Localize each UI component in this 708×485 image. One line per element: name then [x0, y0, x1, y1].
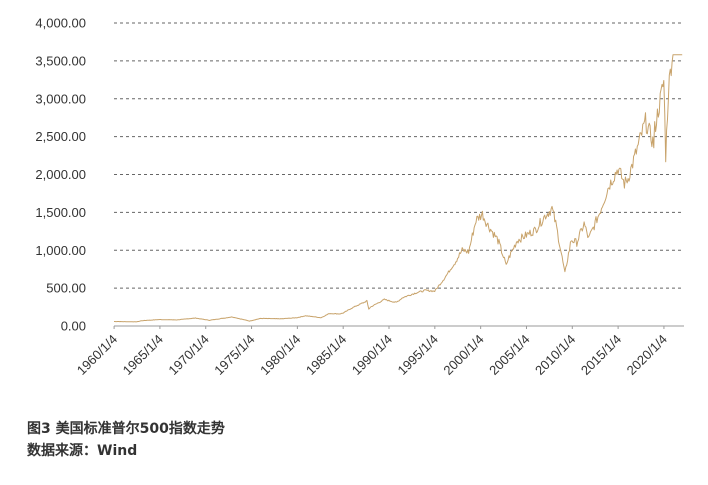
x-tick-label: 1990/1/4 — [349, 332, 395, 378]
y-tick-label: 0.00 — [61, 319, 86, 334]
x-tick-label: 1970/1/4 — [165, 332, 211, 378]
data-source-note: 数据来源：Wind — [27, 443, 138, 459]
y-tick-label: 3,500.00 — [35, 53, 86, 68]
x-tick-label: 2000/1/4 — [440, 332, 486, 378]
x-tick-label: 2015/1/4 — [578, 332, 624, 378]
y-tick-label: 3,000.00 — [35, 91, 86, 106]
figure-caption: 图3 美国标准普尔500指数走势 — [27, 421, 225, 437]
y-tick-label: 4,000.00 — [35, 16, 86, 31]
x-tick-label: 2020/1/4 — [624, 332, 670, 378]
x-tick-label: 1995/1/4 — [395, 332, 441, 378]
y-tick-label: 1,000.00 — [35, 243, 86, 258]
y-tick-label: 2,500.00 — [35, 129, 86, 144]
series-line-sp500 — [114, 54, 683, 323]
y-tick-label: 500.00 — [46, 281, 86, 296]
chart: 0.00 500.00 1,000.00 1,500.00 2,000.00 2,500.… — [35, 16, 684, 378]
x-tick-label: 1985/1/4 — [303, 332, 349, 378]
gridlines — [114, 22, 684, 289]
x-tick-label: 2005/1/4 — [486, 332, 532, 378]
x-tick-label: 1960/1/4 — [74, 332, 120, 378]
y-axis: 0.00 500.00 1,000.00 1,500.00 2,000.00 2,500.… — [35, 16, 86, 334]
y-tick-label: 1,500.00 — [35, 205, 86, 220]
x-tick-label: 1965/1/4 — [120, 332, 166, 378]
x-tick-label: 1980/1/4 — [257, 332, 303, 378]
x-axis: 1960/1/4 1965/1/4 1970/1/4 1975/1/4 1980/1/4… — [74, 326, 670, 378]
x-tick-label: 1975/1/4 — [211, 332, 257, 378]
y-tick-label: 2,000.00 — [35, 167, 86, 182]
x-tick-label: 2010/1/4 — [532, 332, 578, 378]
